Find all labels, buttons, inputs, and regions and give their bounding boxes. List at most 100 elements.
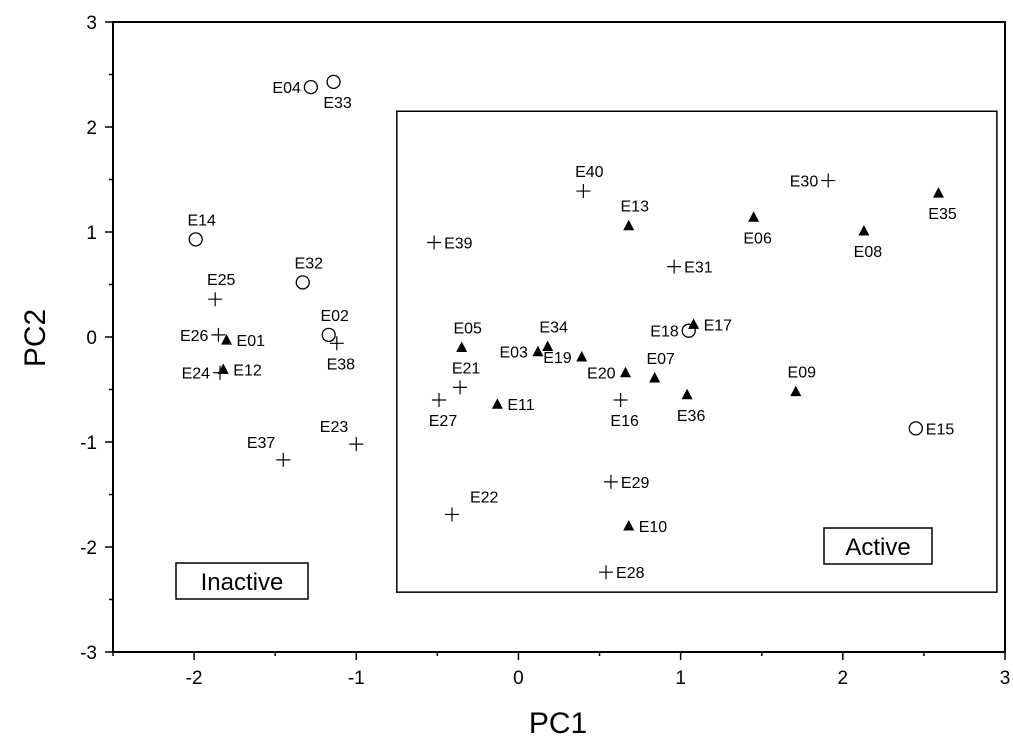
y-axis-title: PC2	[19, 309, 52, 367]
point-marker-plus	[329, 336, 344, 351]
region-label-box	[175, 562, 309, 600]
x-tick-label: 1	[675, 668, 686, 689]
points-layer: E04 E33 E14 E32 E02 E18 E15 E01 E12 E05 E03 E34 E19 E…	[180, 74, 957, 582]
point-marker-plus	[349, 437, 364, 452]
point-marker-circle	[188, 232, 203, 247]
point-label: E35	[928, 206, 957, 223]
point-marker-plus	[599, 565, 614, 580]
point-marker-triangle	[933, 187, 945, 198]
point-marker-circle	[908, 421, 923, 436]
point-marker-plus	[276, 452, 291, 467]
point-marker-circle	[326, 74, 341, 89]
point-label: E26	[180, 328, 209, 345]
point-label: E34	[539, 319, 568, 336]
point-label: E22	[470, 489, 499, 506]
y-tick-label: -2	[80, 538, 97, 559]
point-marker-plus	[427, 235, 442, 250]
point-marker-plus	[576, 184, 591, 199]
point-label: E29	[621, 475, 650, 492]
y-tick-label: -1	[80, 433, 97, 454]
point-label: E30	[790, 174, 819, 191]
y-tick-label: 2	[86, 118, 97, 139]
point-marker-triangle	[649, 371, 661, 383]
point-marker-triangle	[542, 340, 554, 351]
x-axis-title: PC1	[529, 707, 587, 740]
point-marker-circle	[321, 327, 336, 343]
point-marker-plus	[213, 365, 228, 380]
active-region-box	[396, 110, 998, 593]
region-label: Active	[845, 534, 910, 561]
point-marker-triangle	[623, 520, 635, 531]
point-marker-triangle	[576, 350, 588, 362]
point-label: E38	[327, 356, 356, 373]
point-marker-triangle	[456, 341, 468, 352]
point-label: E11	[507, 397, 534, 414]
point-label: E16	[610, 413, 639, 430]
point-label: E19	[543, 350, 572, 367]
x-tick-label: -2	[186, 668, 203, 689]
point-label: E12	[233, 363, 262, 380]
x-tick-label: -1	[348, 668, 365, 689]
point-label: E01	[237, 333, 266, 350]
point-marker-triangle	[491, 398, 503, 409]
point-label: E33	[323, 95, 352, 112]
x-tick-label: 3	[1000, 668, 1011, 689]
point-marker-circle	[295, 275, 310, 290]
point-label: E13	[621, 199, 650, 216]
point-label: E06	[743, 230, 772, 247]
point-marker-triangle	[681, 388, 693, 400]
point-marker-triangle	[790, 385, 802, 397]
point-marker-triangle	[858, 224, 870, 236]
region-label: Inactive	[201, 569, 284, 596]
point-label: E37	[247, 435, 276, 452]
point-marker-plus	[667, 259, 682, 274]
point-marker-plus	[453, 380, 468, 395]
point-label: E09	[788, 365, 817, 382]
point-label: E05	[453, 321, 482, 338]
point-marker-triangle	[221, 334, 233, 345]
point-label: E24	[182, 366, 211, 383]
point-label: E17	[704, 317, 733, 334]
y-tick-label: -3	[80, 643, 97, 664]
point-label: E20	[587, 366, 616, 383]
point-marker-triangle	[688, 318, 700, 329]
point-label: E40	[575, 164, 604, 181]
point-label: E21	[452, 360, 481, 377]
point-marker-plus	[613, 393, 628, 407]
point-marker-circle	[303, 79, 319, 95]
point-label: E15	[926, 421, 955, 438]
point-label: E07	[646, 351, 675, 368]
point-marker-plus	[431, 393, 446, 407]
y-tick-label: 3	[86, 13, 97, 34]
x-tick-label: 2	[838, 668, 849, 689]
point-label: E03	[499, 345, 528, 362]
point-label: E14	[187, 212, 216, 229]
point-label: E23	[320, 419, 349, 436]
axis-ticks: -2 -1 0 1 2 3 -3 -2 -1 0 1 2 3	[80, 13, 1010, 689]
point-label: E28	[616, 565, 645, 582]
point-marker-plus	[821, 173, 836, 188]
point-label: E27	[429, 413, 458, 430]
point-marker-triangle	[532, 345, 544, 357]
point-label: E36	[677, 408, 706, 425]
point-marker-plus	[603, 474, 618, 489]
point-marker-triangle	[619, 366, 631, 378]
point-label: E39	[444, 236, 473, 253]
x-tick-label: 0	[513, 668, 524, 689]
point-marker-triangle	[623, 219, 635, 231]
y-tick-label: 1	[86, 223, 97, 244]
point-marker-triangle	[748, 211, 760, 222]
point-label: E02	[320, 308, 349, 325]
point-marker-plus	[444, 507, 459, 522]
y-tick-label: 0	[86, 328, 97, 349]
point-label: E18	[650, 324, 679, 341]
region-label-box	[823, 527, 933, 565]
point-label: E32	[295, 255, 324, 272]
point-label: E08	[854, 244, 883, 261]
regions-layer: Active Inactive	[175, 110, 998, 600]
point-marker-plus	[208, 292, 223, 307]
point-label: E04	[272, 80, 301, 97]
point-label: E10	[639, 519, 668, 536]
point-label: E31	[684, 260, 713, 277]
